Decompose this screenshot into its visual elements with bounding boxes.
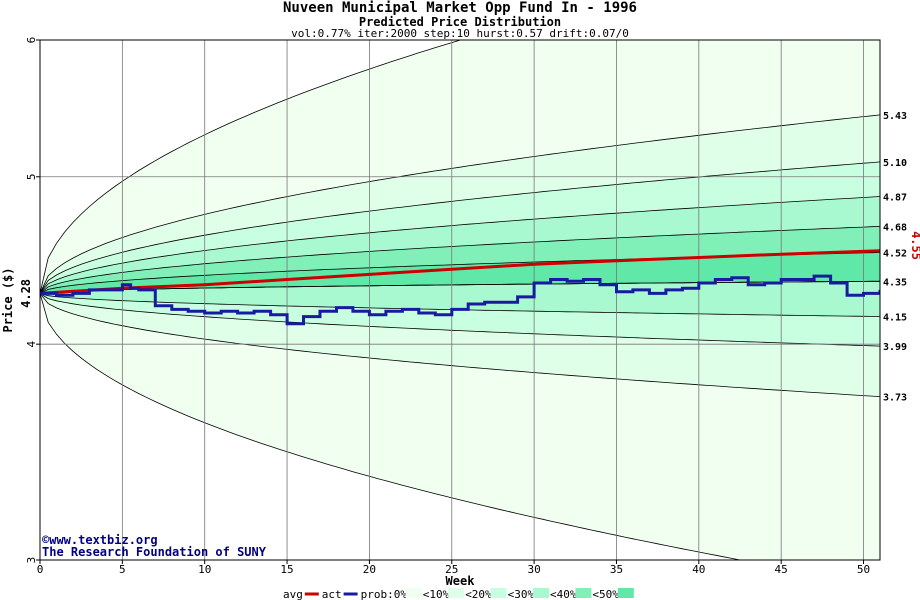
legend-swatch-band-3 (533, 588, 549, 598)
act-series-line (40, 274, 880, 326)
x-tick-label-45: 45 (775, 563, 788, 576)
legend-swatch-band-5 (617, 588, 634, 598)
y-tick-label-6: 6 (25, 37, 38, 44)
axis-labels: Week Price ($) 4.28 4.55 (1, 231, 920, 588)
chart-params: vol:0.77% iter:2000 step:10 hurst:0.57 d… (291, 27, 629, 40)
band-label-0: 5.43 (883, 111, 907, 122)
plot-frame (39, 39, 881, 561)
band-line-3-upper_end (40, 196, 880, 294)
band-line-2-lower_end (40, 293, 880, 347)
band-line-4-upper_end (40, 226, 880, 294)
y-axis-label: Price ($) (1, 267, 15, 332)
legend-label-band-2: <20% (465, 588, 492, 600)
x-tick-label-40: 40 (692, 563, 705, 576)
y-tick-label-5: 5 (25, 173, 38, 180)
band-label-3: 4.68 (883, 222, 907, 233)
end-actual-price-label: 4.55 (909, 231, 920, 260)
band-label-1: 5.10 (883, 158, 907, 169)
watermark: ©www.textbiz.org The Research Foundation… (42, 533, 267, 559)
chart-title: Nuveen Municipal Market Opp Fund In - 19… (282, 0, 637, 16)
x-axis-label: Week (446, 574, 476, 588)
x-tick-label-25: 25 (445, 563, 458, 576)
legend-label-band-1: <10% (423, 588, 450, 600)
band-line-2-upper_end (40, 161, 880, 294)
watermark-url: ©www.textbiz.org (42, 533, 158, 547)
x-tick-label-15: 15 (280, 563, 293, 576)
band-label-6: 4.15 (883, 313, 907, 324)
x-tick-label-10: 10 (198, 563, 211, 576)
watermark-org: The Research Foundation of SUNY (42, 545, 267, 559)
legend-label-band-5: <50% (592, 588, 619, 600)
chart-subtitle: Predicted Price Distribution (358, 15, 562, 29)
legend-swatch-band-1 (448, 588, 465, 598)
band-label-8: 3.73 (883, 393, 907, 404)
avg-series-line (40, 249, 880, 295)
data-series (40, 249, 880, 326)
band-label-4: 4.52 (883, 248, 907, 259)
legend-swatch-band-0 (405, 588, 422, 598)
x-tick-label-0: 0 (37, 563, 44, 576)
axis-ticks: 0 5 10 15 20 25 30 35 40 45 5034565.435.104.874.68… (25, 37, 907, 576)
y-tick-label-4: 4 (25, 340, 38, 347)
band-line-1-lower_end (40, 293, 880, 397)
x-tick-label-20: 20 (363, 563, 376, 576)
band-line-0-lower_end (40, 293, 743, 560)
band-line-5-lower_end (40, 280, 880, 294)
start-price-label: 4.28 (19, 279, 33, 308)
legend-label-band-3: <30% (508, 588, 535, 600)
band-label-2: 4.87 (883, 193, 907, 204)
probability-bands (40, 40, 880, 560)
x-tick-label-30: 30 (527, 563, 540, 576)
x-tick-label-50: 50 (857, 563, 870, 576)
legend-label-avg: avg (283, 588, 303, 600)
legend-swatch-band-2 (490, 588, 507, 598)
x-tick-label-5: 5 (119, 563, 126, 576)
y-tick-label-3: 3 (25, 557, 38, 564)
band-label-5: 4.35 (883, 277, 907, 288)
band-line-1-upper_end (40, 114, 880, 294)
legend-swatch-band-4 (575, 588, 592, 598)
legend: avg act prob:0% <10% <20% <30% <40% <50% (283, 588, 634, 600)
band-label-7: 3.99 (883, 342, 907, 353)
legend-label-act: act (322, 588, 342, 600)
legend-label-band-4: <40% (550, 588, 577, 600)
legend-label-band-0: prob:0% (361, 588, 408, 600)
x-tick-label-35: 35 (610, 563, 623, 576)
